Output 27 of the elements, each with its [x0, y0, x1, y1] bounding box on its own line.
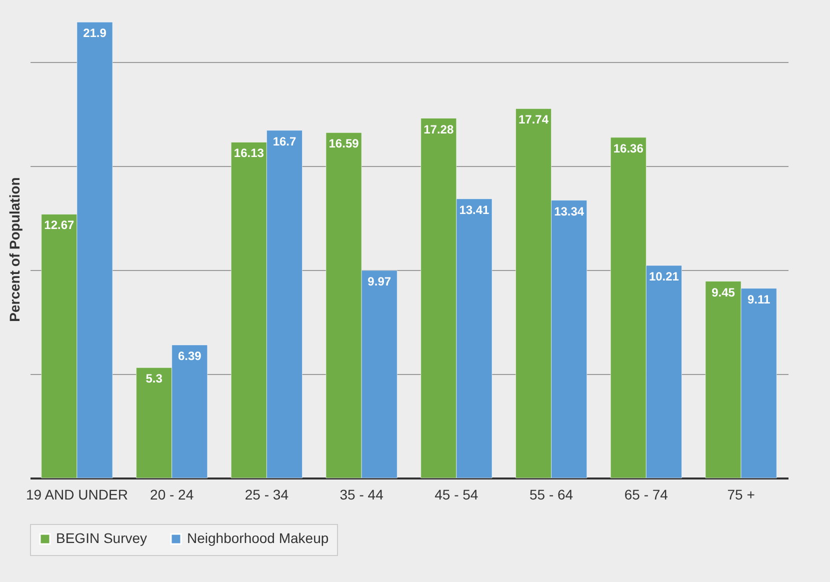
data-label: 17.74: [518, 112, 549, 127]
x-tick-label: 45 - 54: [434, 486, 478, 502]
x-tick-label: 75 +: [727, 486, 755, 502]
x-tick-label: 25 - 34: [244, 486, 289, 502]
y-axis-title: Percent of Population: [6, 177, 22, 322]
data-label: 16.59: [328, 136, 360, 151]
x-tick-label: 20 - 24: [150, 486, 194, 502]
data-label: 13.41: [459, 202, 490, 217]
legend-label: BEGIN Survey: [56, 530, 148, 546]
x-tick-label: 65 - 74: [624, 486, 668, 502]
data-label: 10.21: [648, 269, 680, 284]
x-tick-label: 55 - 64: [530, 486, 574, 502]
data-label: 9.97: [368, 274, 392, 288]
x-tick-label: 35 - 44: [340, 486, 384, 502]
data-label: 5.3: [146, 372, 163, 386]
data-label: 9.11: [747, 292, 770, 306]
data-label: 16.7: [272, 134, 296, 148]
data-label: 17.28: [424, 122, 454, 136]
data-label: 21.9: [83, 26, 107, 40]
legend-label: Neighborhood Makeup: [187, 530, 329, 546]
data-label: 6.39: [178, 348, 202, 363]
x-tick-label: 19 AND UNDER: [26, 486, 128, 502]
data-label: 12.67: [44, 218, 75, 232]
data-label: 16.13: [234, 146, 264, 160]
data-label: 16.36: [613, 141, 644, 156]
data-label: 13.34: [554, 204, 584, 218]
data-label: 9.45: [712, 285, 736, 300]
